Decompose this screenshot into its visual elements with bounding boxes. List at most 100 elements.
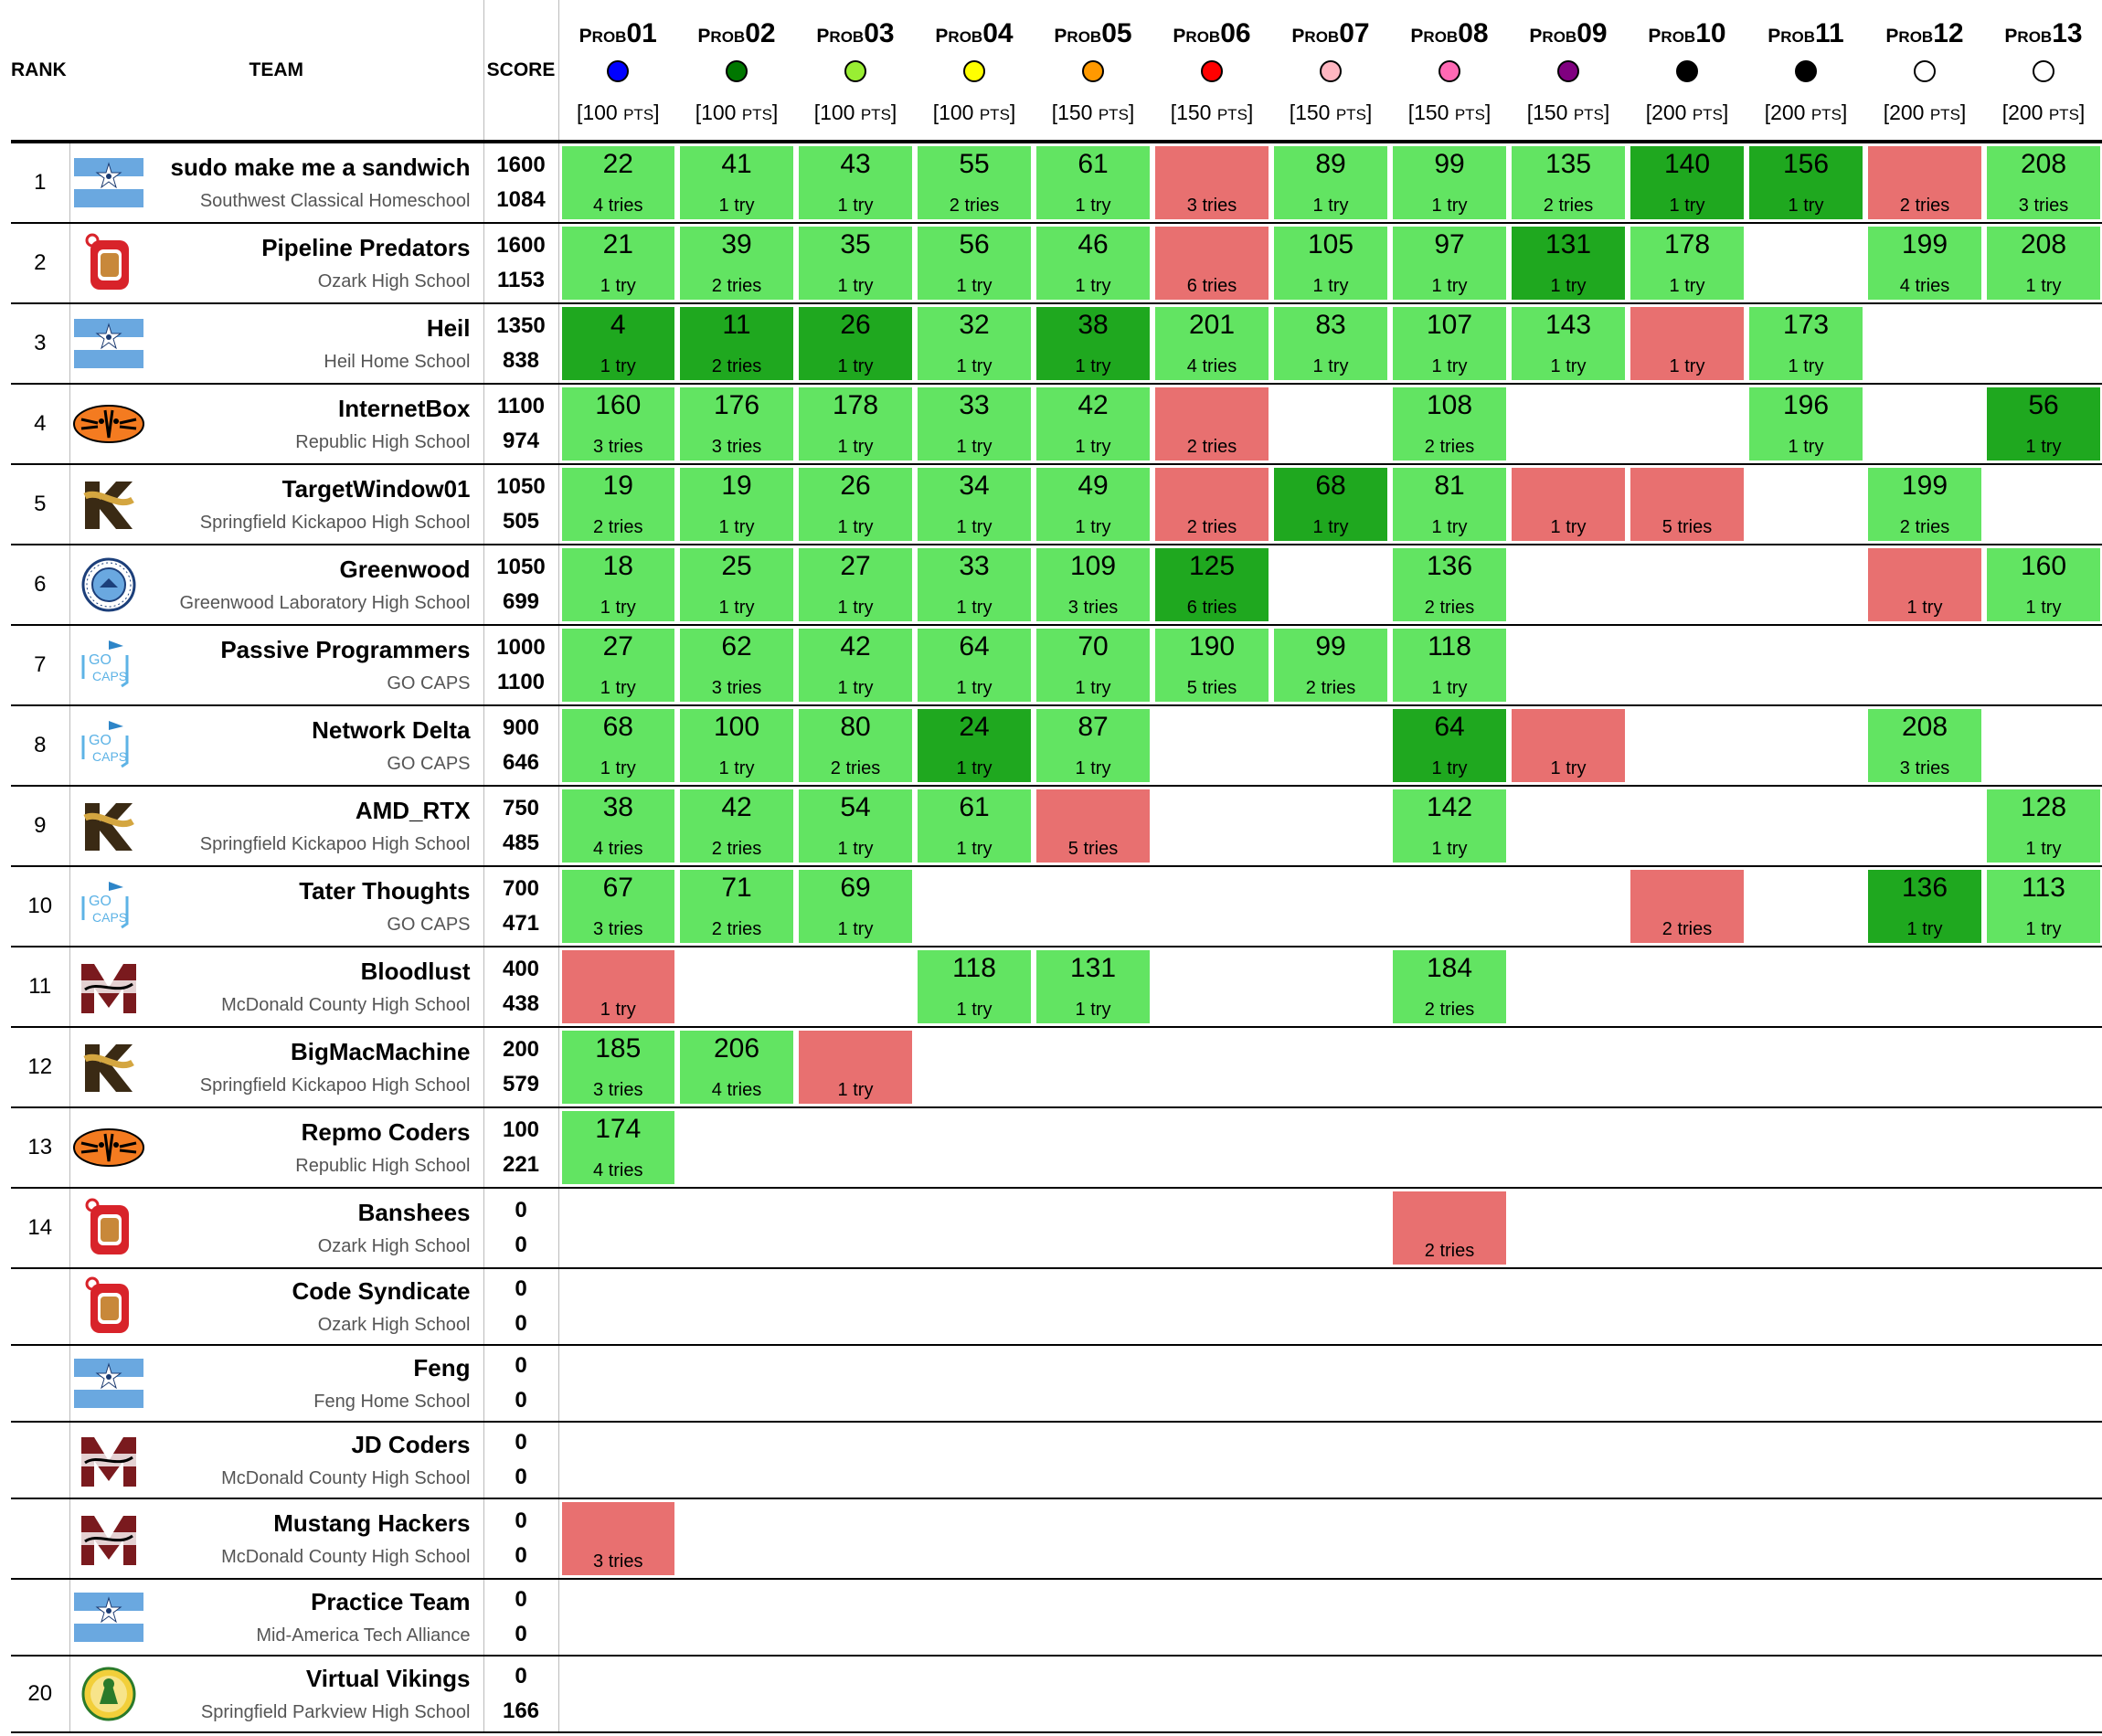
solved-cell[interactable]: 196 1 try [1749, 387, 1863, 460]
solved-cell[interactable]: 33 1 try [918, 387, 1031, 460]
problem-header-12[interactable]: PROB12 [200 PTS] [1865, 0, 1984, 143]
team-cell[interactable]: Passive Programmers GO CAPS [148, 625, 484, 706]
solved-cell[interactable]: 22 4 tries [561, 146, 674, 219]
team-cell[interactable]: Greenwood Greenwood Laboratory High Schoo… [148, 545, 484, 626]
solved-cell[interactable]: 199 2 tries [1868, 468, 1981, 541]
failed-cell[interactable]: 1 try [799, 1031, 912, 1104]
solved-cell[interactable]: 34 1 try [918, 468, 1031, 541]
solved-cell[interactable]: 118 1 try [1393, 629, 1506, 702]
problem-header-06[interactable]: PROB06 [150 PTS] [1152, 0, 1271, 143]
solved-cell[interactable]: 42 1 try [799, 629, 912, 702]
solved-cell[interactable]: 99 2 tries [1274, 629, 1387, 702]
problem-header-10[interactable]: PROB10 [200 PTS] [1628, 0, 1746, 143]
solved-cell[interactable]: 46 1 try [1036, 227, 1150, 300]
team-cell[interactable]: BigMacMachine Springfield Kickapoo High S… [148, 1027, 484, 1108]
solved-cell[interactable]: 113 1 try [1987, 870, 2100, 943]
failed-cell[interactable]: 1 try [1512, 709, 1625, 782]
solved-cell[interactable]: 71 2 tries [680, 870, 793, 943]
solved-cell[interactable]: 55 2 tries [918, 146, 1031, 219]
solved-cell[interactable]: 56 1 try [918, 227, 1031, 300]
score-header[interactable]: SCORE [483, 0, 559, 143]
solved-cell[interactable]: 87 1 try [1036, 709, 1150, 782]
team-cell[interactable]: Feng Feng Home School [148, 1345, 484, 1423]
failed-cell[interactable]: 1 try [1868, 548, 1981, 621]
team-cell[interactable]: Code Syndicate Ozark High School [148, 1268, 484, 1346]
solved-cell[interactable]: 160 1 try [1987, 548, 2100, 621]
solved-cell[interactable]: 109 3 tries [1036, 548, 1150, 621]
team-cell[interactable]: Repmo Coders Republic High School [148, 1107, 484, 1189]
solved-cell[interactable]: 62 3 tries [680, 629, 793, 702]
team-cell[interactable]: TargetWindow01 Springfield Kickapoo High … [148, 464, 484, 545]
failed-cell[interactable]: 2 tries [1630, 870, 1744, 943]
failed-cell[interactable]: 3 tries [1155, 146, 1269, 219]
team-header[interactable]: TEAM [69, 0, 484, 143]
solved-cell[interactable]: 97 1 try [1393, 227, 1506, 300]
solved-cell[interactable]: 118 1 try [918, 950, 1031, 1023]
solved-cell[interactable]: 108 2 tries [1393, 387, 1506, 460]
first-solve-cell[interactable]: 4 1 try [561, 307, 674, 380]
first-solve-cell[interactable]: 68 1 try [1274, 468, 1387, 541]
first-solve-cell[interactable]: 156 1 try [1749, 146, 1863, 219]
solved-cell[interactable]: 173 1 try [1749, 307, 1863, 380]
solved-cell[interactable]: 33 1 try [918, 548, 1031, 621]
solved-cell[interactable]: 27 1 try [799, 548, 912, 621]
team-cell[interactable]: Practice Team Mid-America Tech Alliance [148, 1579, 484, 1657]
solved-cell[interactable]: 89 1 try [1274, 146, 1387, 219]
first-solve-cell[interactable]: 11 2 tries [680, 307, 793, 380]
solved-cell[interactable]: 49 1 try [1036, 468, 1150, 541]
solved-cell[interactable]: 68 1 try [561, 709, 674, 782]
solved-cell[interactable]: 43 1 try [799, 146, 912, 219]
solved-cell[interactable]: 67 3 tries [561, 870, 674, 943]
failed-cell[interactable]: 5 tries [1630, 468, 1744, 541]
failed-cell[interactable]: 2 tries [1155, 468, 1269, 541]
problem-header-03[interactable]: PROB03 [100 PTS] [796, 0, 915, 143]
team-cell[interactable]: Mustang Hackers McDonald County High Scho… [148, 1498, 484, 1580]
solved-cell[interactable]: 184 2 tries [1393, 950, 1506, 1023]
solved-cell[interactable]: 135 2 tries [1512, 146, 1625, 219]
problem-header-08[interactable]: PROB08 [150 PTS] [1390, 0, 1509, 143]
solved-cell[interactable]: 201 4 tries [1155, 307, 1269, 380]
failed-cell[interactable]: 6 tries [1155, 227, 1269, 300]
failed-cell[interactable]: 3 tries [561, 1502, 674, 1575]
first-solve-cell[interactable]: 125 6 tries [1155, 548, 1269, 621]
team-cell[interactable]: Tater Thoughts GO CAPS [148, 866, 484, 947]
solved-cell[interactable]: 131 1 try [1036, 950, 1150, 1023]
solved-cell[interactable]: 54 1 try [799, 789, 912, 863]
solved-cell[interactable]: 42 2 tries [680, 789, 793, 863]
solved-cell[interactable]: 208 3 tries [1987, 146, 2100, 219]
solved-cell[interactable]: 107 1 try [1393, 307, 1506, 380]
team-cell[interactable]: Pipeline Predators Ozark High School [148, 223, 484, 304]
failed-cell[interactable]: 1 try [1630, 307, 1744, 380]
solved-cell[interactable]: 38 4 tries [561, 789, 674, 863]
solved-cell[interactable]: 160 3 tries [561, 387, 674, 460]
solved-cell[interactable]: 80 2 tries [799, 709, 912, 782]
problem-header-05[interactable]: PROB05 [150 PTS] [1034, 0, 1152, 143]
team-cell[interactable]: Bloodlust McDonald County High School [148, 947, 484, 1028]
failed-cell[interactable]: 5 tries [1036, 789, 1150, 863]
solved-cell[interactable]: 136 2 tries [1393, 548, 1506, 621]
failed-cell[interactable]: 1 try [561, 950, 674, 1023]
solved-cell[interactable]: 199 4 tries [1868, 227, 1981, 300]
solved-cell[interactable]: 178 1 try [1630, 227, 1744, 300]
team-cell[interactable]: InternetBox Republic High School [148, 384, 484, 465]
solved-cell[interactable]: 27 1 try [561, 629, 674, 702]
solved-cell[interactable]: 61 1 try [1036, 146, 1150, 219]
solved-cell[interactable]: 39 2 tries [680, 227, 793, 300]
solved-cell[interactable]: 176 3 tries [680, 387, 793, 460]
solved-cell[interactable]: 64 1 try [918, 629, 1031, 702]
solved-cell[interactable]: 25 1 try [680, 548, 793, 621]
solved-cell[interactable]: 99 1 try [1393, 146, 1506, 219]
solved-cell[interactable]: 178 1 try [799, 387, 912, 460]
problem-header-01[interactable]: PROB01 [100 PTS] [558, 0, 677, 143]
solved-cell[interactable]: 185 3 tries [561, 1031, 674, 1104]
solved-cell[interactable]: 128 1 try [1987, 789, 2100, 863]
solved-cell[interactable]: 41 1 try [680, 146, 793, 219]
solved-cell[interactable]: 100 1 try [680, 709, 793, 782]
first-solve-cell[interactable]: 56 1 try [1987, 387, 2100, 460]
problem-header-13[interactable]: PROB13 [200 PTS] [1984, 0, 2102, 143]
solved-cell[interactable]: 81 1 try [1393, 468, 1506, 541]
solved-cell[interactable]: 18 1 try [561, 548, 674, 621]
first-solve-cell[interactable]: 64 1 try [1393, 709, 1506, 782]
solved-cell[interactable]: 32 1 try [918, 307, 1031, 380]
solved-cell[interactable]: 208 1 try [1987, 227, 2100, 300]
